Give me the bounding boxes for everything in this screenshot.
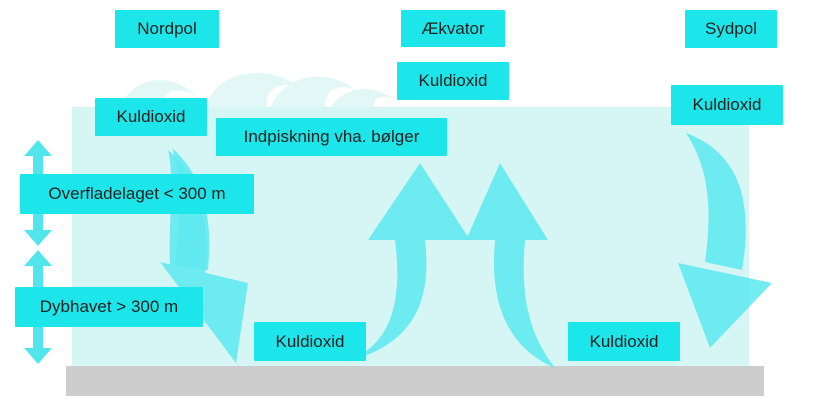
- label-co2-south: Kuldioxid: [671, 85, 783, 125]
- label-wave-mixing: Indpiskning vha. bølger: [216, 118, 447, 156]
- label-equator: Ækvator: [401, 10, 505, 47]
- label-south-pole: Sydpol: [685, 10, 777, 48]
- label-surface-layer: Overfladelaget < 300 m: [20, 174, 254, 214]
- upwelling-arrow-right: [466, 163, 555, 368]
- upwelling-arrow-left: [345, 163, 470, 362]
- label-co2-bottom-left: Kuldioxid: [254, 322, 366, 361]
- label-co2-bottom-right: Kuldioxid: [568, 322, 680, 361]
- seabed: [66, 366, 764, 396]
- downwelling-arrow-south: [678, 133, 772, 348]
- label-co2-north: Kuldioxid: [95, 98, 207, 136]
- label-co2-equator: Kuldioxid: [397, 62, 509, 100]
- label-north-pole: Nordpol: [115, 10, 219, 48]
- label-deep-sea: Dybhavet > 300 m: [15, 287, 203, 327]
